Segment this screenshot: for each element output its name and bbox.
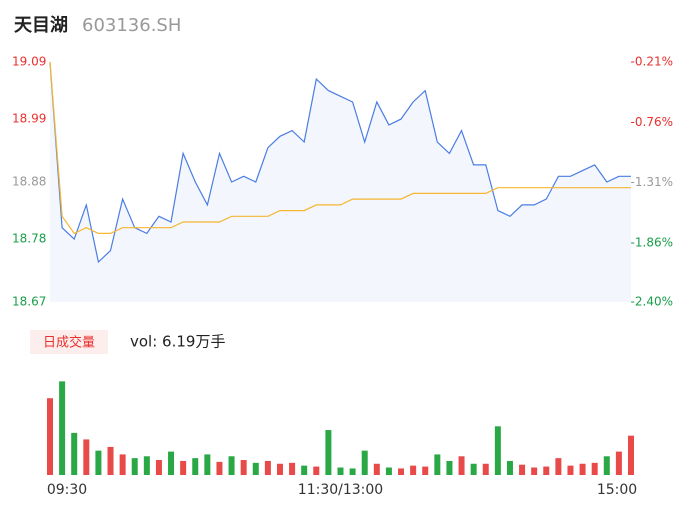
y2-tick-label: -2.40%	[631, 295, 673, 309]
x-tick-label: 11:30/13:00	[298, 482, 383, 498]
volume-bar	[603, 456, 610, 475]
volume-bar	[615, 451, 622, 475]
volume-legend: 日成交量	[43, 335, 95, 351]
volume-bar	[119, 454, 126, 475]
volume-bar	[506, 460, 513, 475]
volume-bar	[107, 446, 114, 475]
volume-bar	[398, 468, 405, 475]
volume-bar	[192, 458, 199, 475]
volume-bar	[446, 460, 453, 475]
volume-bar	[83, 439, 90, 475]
volume-bar	[579, 463, 586, 475]
volume-bar	[301, 465, 308, 475]
volume-bar	[337, 467, 344, 475]
volume-bar	[628, 435, 634, 475]
volume-bar	[264, 460, 271, 475]
volume-bar	[228, 456, 235, 475]
volume-bar	[531, 467, 538, 475]
volume-bar	[519, 464, 526, 475]
volume-bar	[434, 454, 441, 475]
volume-bar	[349, 468, 356, 475]
volume-bar	[410, 465, 417, 475]
y-tick-label: 18.67	[12, 295, 46, 309]
volume-bar	[373, 463, 380, 475]
y2-tick-label: -0.21%	[631, 55, 673, 69]
volume-legend-box	[30, 330, 108, 354]
volume-bar	[313, 466, 320, 475]
volume-bar	[131, 458, 138, 475]
average-line	[49, 61, 631, 235]
volume-bar	[458, 456, 465, 475]
volume-bar	[168, 451, 175, 475]
volume-bar	[59, 381, 66, 475]
volume-bar	[470, 463, 477, 475]
volume-bar	[252, 462, 259, 475]
x-tick-label: 09:30	[47, 482, 87, 498]
volume-bar	[567, 465, 574, 475]
volume-bar	[276, 463, 283, 475]
y-tick-label: 19.09	[12, 55, 46, 69]
price-line	[49, 61, 631, 264]
volume-bar	[543, 466, 550, 475]
volume-bar	[155, 460, 162, 475]
y2-tick-label: -1.86%	[631, 235, 673, 249]
volume-bar	[204, 454, 211, 475]
volume-bar	[325, 430, 332, 475]
volume-bar	[240, 460, 247, 475]
volume-bar	[47, 398, 53, 475]
price-area	[50, 62, 631, 302]
volume-bar	[482, 463, 489, 475]
y2-tick-label: -0.76%	[631, 115, 673, 129]
stock-code: 603136.SH	[82, 15, 181, 36]
volume-bar	[180, 460, 187, 475]
y-tick-label: 18.99	[12, 112, 46, 126]
y2-tick-label: -1.31%	[631, 175, 673, 189]
volume-bar	[289, 462, 296, 475]
volume-bar	[591, 462, 598, 475]
volume-bar	[216, 461, 223, 475]
x-tick-label: 15:00	[597, 482, 637, 498]
volume-bar	[422, 466, 429, 475]
volume-total: vol: 6.19万手	[130, 333, 225, 351]
y-tick-label: 18.78	[12, 232, 46, 246]
volume-bar	[494, 426, 501, 475]
volume-bar	[143, 456, 150, 475]
volume-bar	[95, 450, 102, 475]
y-tick-label: 18.88	[12, 175, 46, 189]
volume-bar	[555, 458, 562, 475]
volume-bar	[71, 432, 78, 475]
volume-bar	[361, 450, 368, 475]
stock-name: 天目湖	[14, 15, 68, 36]
volume-bar	[385, 467, 392, 475]
